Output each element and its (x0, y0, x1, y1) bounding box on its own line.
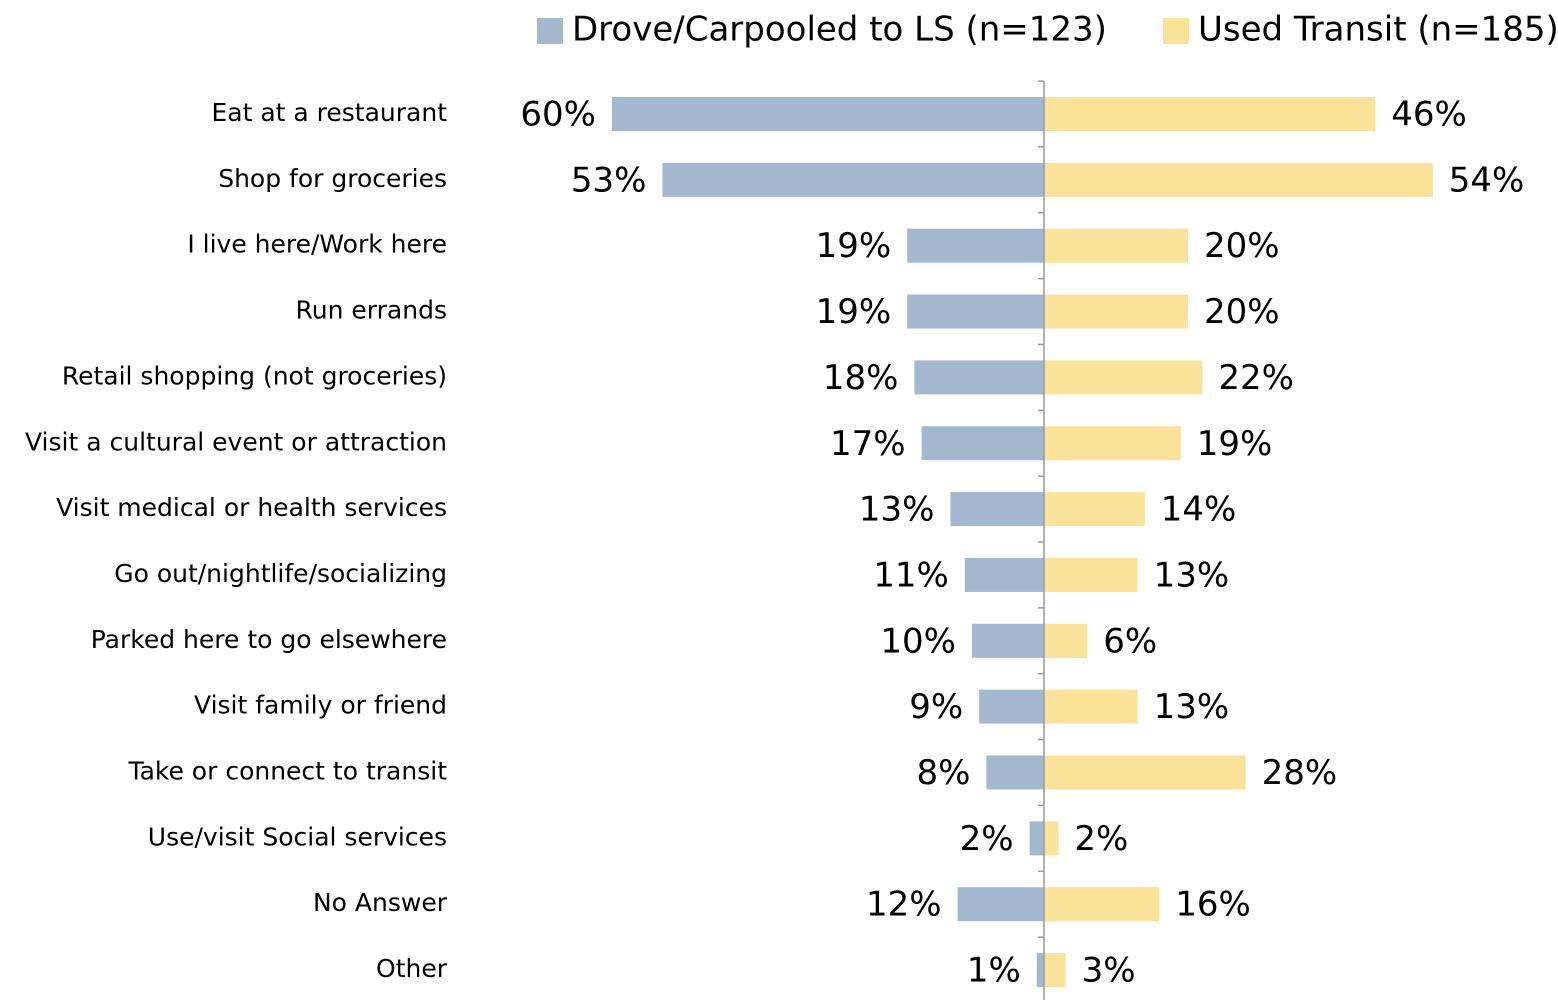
value-label: 18% (823, 358, 899, 398)
value-label: 8% (916, 753, 970, 793)
bar (921, 426, 1044, 461)
value-label: 14% (1161, 490, 1237, 530)
value-label: 13% (859, 490, 935, 530)
bar (1044, 492, 1145, 527)
value-label: 3% (1082, 951, 1136, 991)
value-label: 60% (520, 95, 596, 135)
bar (1044, 360, 1203, 395)
bar (1029, 821, 1044, 856)
legend-swatch (1163, 18, 1189, 44)
value-label: 16% (1175, 885, 1251, 925)
category-label: Visit family or friend (194, 691, 447, 720)
legend-label: Used Transit (n=185) (1198, 10, 1558, 50)
value-label: 2% (1074, 819, 1128, 859)
category-label: Go out/nightlife/socializing (114, 559, 447, 588)
bar (612, 97, 1044, 131)
bar (1044, 426, 1181, 461)
value-label: 6% (1103, 621, 1157, 661)
bar (1044, 162, 1433, 197)
value-label: 1% (967, 951, 1021, 991)
value-label: 54% (1449, 160, 1525, 200)
legend-swatch (537, 18, 563, 44)
value-label: 19% (816, 226, 892, 266)
bar (914, 360, 1044, 395)
bar (979, 689, 1044, 724)
bar (950, 492, 1044, 527)
value-label: 19% (1197, 424, 1273, 464)
value-label: 28% (1262, 753, 1338, 793)
bar (1044, 294, 1188, 329)
category-label: I live here/Work here (187, 230, 447, 259)
value-label: 46% (1391, 95, 1467, 135)
category-label: Other (376, 954, 448, 983)
bar (1044, 689, 1138, 724)
category-label: Use/visit Social services (148, 822, 447, 851)
value-label: 10% (880, 621, 956, 661)
category-label: Eat at a restaurant (211, 98, 447, 127)
category-label: Visit a cultural event or attraction (25, 427, 447, 456)
bar (957, 887, 1044, 922)
bar (1044, 953, 1066, 988)
category-label: Parked here to go elsewhere (91, 625, 447, 654)
value-label: 20% (1204, 226, 1280, 266)
bar (986, 755, 1044, 790)
value-label: 13% (1154, 687, 1230, 727)
bar (1036, 953, 1044, 988)
category-label: Run errands (296, 296, 447, 325)
bar (1044, 755, 1246, 790)
bar (1044, 97, 1376, 131)
category-label: Visit medical or health services (56, 493, 447, 522)
bar (1044, 557, 1138, 592)
value-label: 13% (1154, 555, 1230, 595)
value-label: 12% (866, 885, 942, 925)
value-label: 22% (1218, 358, 1294, 398)
value-label: 17% (830, 424, 906, 464)
value-label: 19% (816, 292, 892, 332)
category-label: No Answer (313, 888, 448, 917)
bar (972, 623, 1044, 658)
value-label: 9% (909, 687, 963, 727)
bar (1044, 821, 1059, 856)
value-label: 2% (960, 819, 1014, 859)
bar (662, 162, 1044, 197)
legend-label: Drove/Carpooled to LS (n=123) (572, 10, 1107, 50)
bar (1044, 623, 1088, 658)
value-label: 20% (1204, 292, 1280, 332)
bar (907, 294, 1044, 329)
category-label: Retail shopping (not groceries) (62, 361, 447, 390)
bar (1044, 887, 1160, 922)
category-label: Shop for groceries (218, 164, 447, 193)
category-label: Take or connect to transit (127, 757, 447, 786)
bar (1044, 228, 1188, 263)
value-label: 11% (873, 555, 949, 595)
bar (964, 557, 1044, 592)
value-label: 53% (571, 160, 647, 200)
bar (907, 228, 1044, 263)
